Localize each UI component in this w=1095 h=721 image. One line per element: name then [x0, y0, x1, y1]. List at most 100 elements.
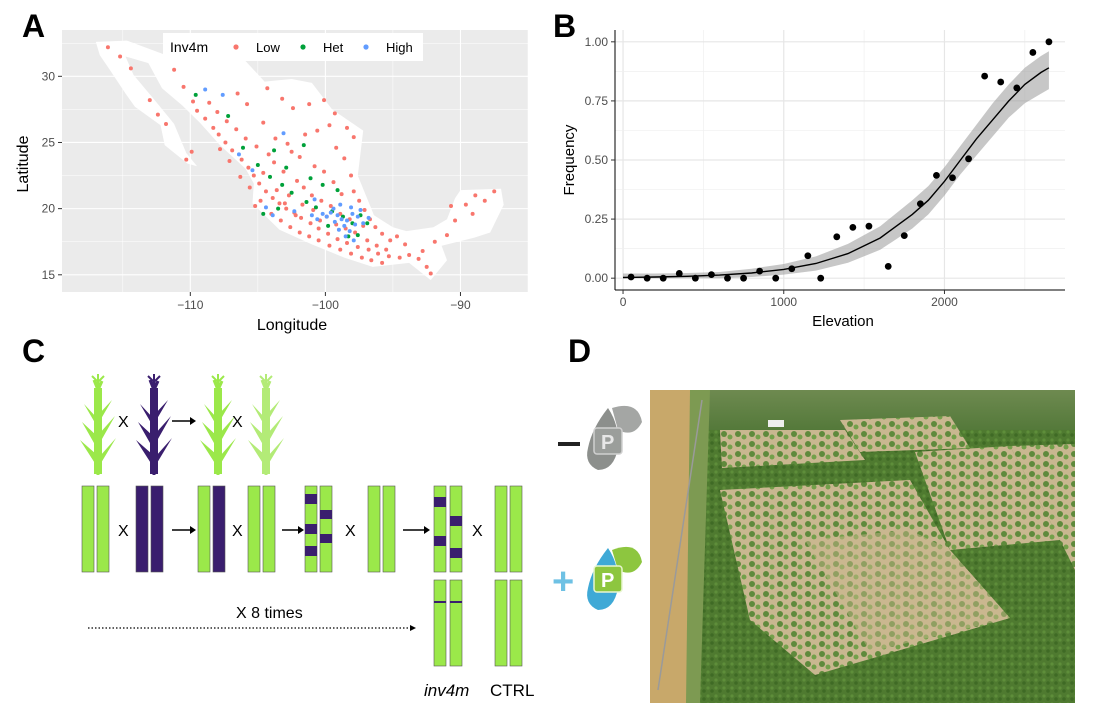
point-low [299, 215, 304, 220]
point-low [420, 248, 425, 253]
cross-symbol: X [345, 523, 356, 540]
point-high [292, 209, 297, 214]
point-low [164, 121, 169, 126]
x-tick-label: 0 [620, 295, 627, 309]
maize-plant-purple [134, 372, 174, 477]
point-low [215, 110, 220, 115]
point-low [334, 145, 339, 150]
data-point [788, 265, 796, 273]
chromosome-pair-bc2 [433, 485, 463, 573]
point-low [380, 231, 385, 236]
y-tick-label: 20 [42, 202, 56, 216]
point-high [332, 219, 337, 224]
point-low [463, 202, 468, 207]
point-high [324, 214, 329, 219]
chromosome-pair-ctrl [494, 579, 523, 667]
point-low [432, 239, 437, 244]
point-low [373, 225, 378, 230]
point-low [369, 258, 374, 263]
data-point [659, 274, 667, 282]
point-het [284, 165, 289, 170]
data-point [627, 273, 635, 281]
y-tick-label: 25 [42, 135, 56, 149]
p-letter: P [601, 432, 614, 454]
point-high [347, 229, 352, 234]
point-low [394, 234, 399, 239]
point-low [155, 112, 160, 117]
point-high [312, 197, 317, 202]
point-low [449, 203, 454, 208]
legend-key-high [363, 44, 369, 50]
point-low [319, 198, 324, 203]
point-low [263, 189, 268, 194]
point-low [235, 91, 240, 96]
point-low [261, 170, 266, 175]
data-point [965, 155, 972, 163]
point-low [277, 201, 282, 206]
point-low [380, 260, 385, 265]
point-low [335, 237, 340, 242]
point-low [245, 102, 250, 107]
point-low [386, 254, 391, 259]
point-het [240, 145, 245, 150]
point-low [184, 157, 189, 162]
point-het [326, 223, 331, 228]
panel-letter-b: B [553, 8, 577, 44]
crossing-scheme-diagram: X X X X X [78, 372, 534, 700]
point-het [268, 174, 273, 179]
confidence-band [623, 51, 1049, 279]
point-het [193, 92, 198, 97]
data-point [708, 271, 715, 279]
point-high [345, 218, 350, 223]
fit-line [622, 67, 1050, 279]
data-point [933, 171, 940, 179]
point-low [230, 148, 235, 153]
point-low [147, 98, 152, 103]
x-tick-label: −90 [450, 298, 471, 312]
point-low [424, 264, 429, 269]
point-low [357, 198, 362, 203]
legend-key-low [233, 44, 239, 50]
point-high [349, 205, 354, 210]
chromosome-pair-inv4m [433, 579, 463, 667]
point-het [335, 188, 340, 193]
point-low [349, 173, 354, 178]
legend-label-low: Low [256, 40, 280, 55]
point-low [288, 225, 293, 230]
point-low [282, 201, 287, 206]
y-tick-label: 0.50 [585, 153, 609, 167]
point-high [270, 213, 275, 218]
legend-label-high: High [386, 40, 413, 55]
plus-sign: + [552, 561, 574, 603]
data-point [997, 78, 1005, 86]
point-high [281, 131, 286, 136]
data-point [756, 267, 764, 275]
point-low [258, 198, 263, 203]
point-low [281, 169, 286, 174]
point-low [374, 243, 379, 248]
point-low [309, 193, 314, 198]
point-high [361, 221, 366, 226]
y-tick-label: 1.00 [585, 35, 609, 49]
y-tick-label: 0.00 [585, 271, 609, 285]
point-low [366, 247, 371, 252]
point-low [416, 256, 421, 261]
point-high [320, 211, 325, 216]
point-low [251, 173, 256, 178]
legend: Inv4m Low Het High [163, 33, 423, 61]
data-point [1029, 49, 1037, 56]
point-low [289, 149, 294, 154]
point-high [350, 211, 355, 216]
point-low [207, 100, 212, 105]
legend-title: Inv4m [170, 39, 208, 55]
point-het [308, 176, 313, 181]
point-high [236, 152, 241, 157]
p-letter: P [601, 570, 614, 592]
point-low [351, 189, 356, 194]
minus-sign [558, 442, 580, 446]
chromosome-pair-f1 [197, 485, 226, 573]
cross-symbol: X [118, 414, 129, 431]
point-high [355, 214, 360, 219]
data-point [740, 274, 747, 282]
point-low [285, 141, 290, 146]
